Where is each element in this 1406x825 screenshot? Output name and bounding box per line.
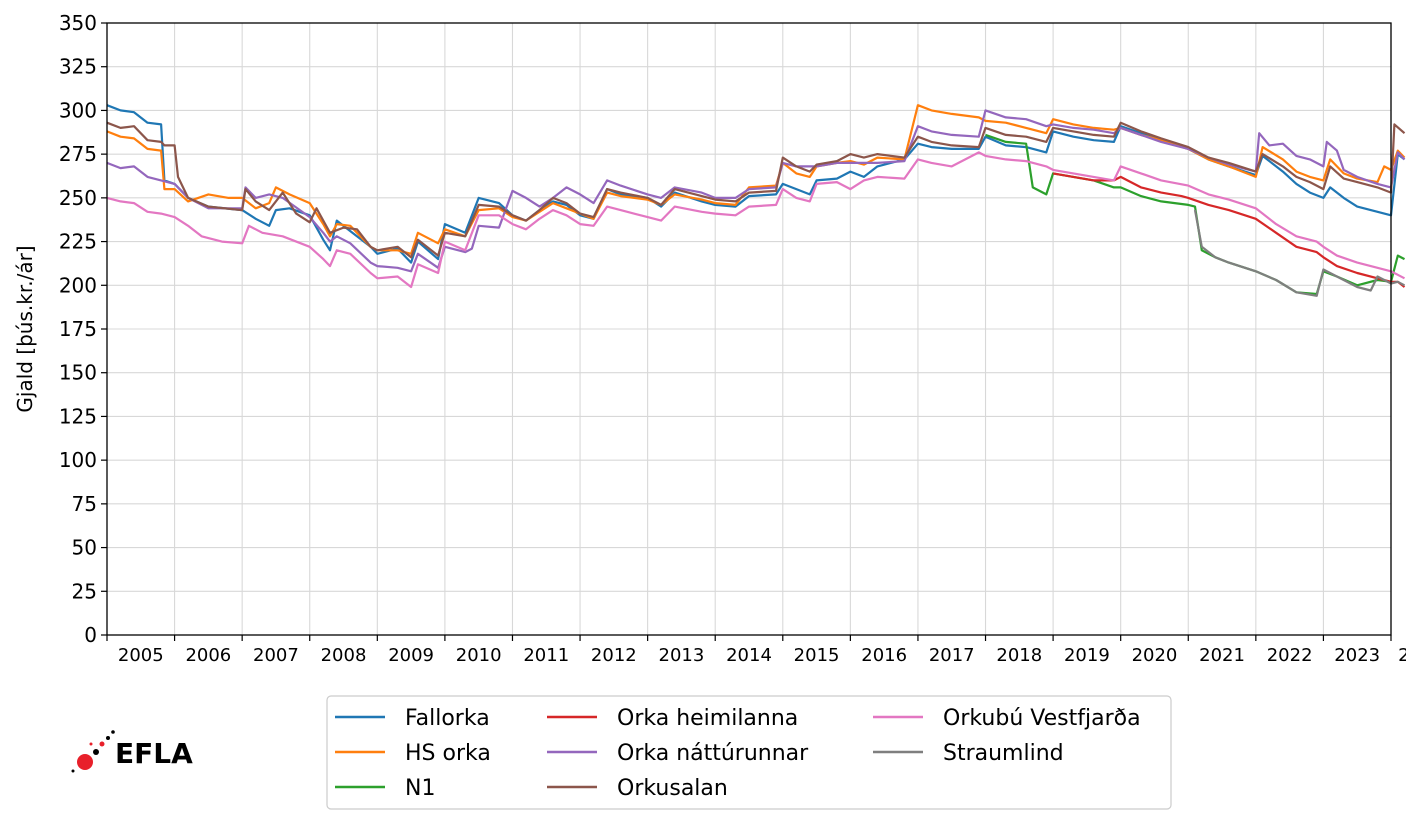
y-tick-label: 75 bbox=[72, 492, 97, 516]
x-tick-label: 2008 bbox=[321, 645, 367, 666]
y-tick-label: 175 bbox=[59, 317, 97, 341]
y-tick-label: 200 bbox=[59, 273, 97, 297]
y-tick-label: 275 bbox=[59, 142, 97, 166]
y-tick-label: 350 bbox=[59, 11, 97, 35]
logo-dot bbox=[89, 742, 93, 746]
legend-entry: HS orka bbox=[335, 741, 491, 766]
x-tick-label: 2005 bbox=[118, 645, 164, 666]
x-tick-label: 2019 bbox=[1064, 645, 1110, 666]
grid bbox=[107, 22, 1392, 636]
y-tick-label: 50 bbox=[72, 536, 97, 560]
y-tick-label: 125 bbox=[59, 404, 97, 428]
legend: Fallorka HS orka N1 Orka heimilanna Orka nát… bbox=[326, 695, 1172, 810]
y-axis-title: Gjald [þús.kr./ár] bbox=[13, 245, 37, 412]
x-tick-label: 2014 bbox=[726, 645, 772, 666]
x-tick-label: 2018 bbox=[996, 645, 1042, 666]
legend-entry: Straumlind bbox=[873, 741, 1064, 766]
legend-label: Orkubú Vestfjarða bbox=[943, 706, 1141, 731]
efla-logo: EFLA bbox=[71, 730, 193, 773]
x-tick-label: 2006 bbox=[185, 645, 231, 666]
legend-box bbox=[326, 695, 1172, 810]
y-tick-label: 250 bbox=[59, 186, 97, 210]
series-line-orka-náttúrunnar bbox=[106, 109, 1406, 273]
logo-dot bbox=[106, 736, 110, 740]
series-layer bbox=[106, 104, 1406, 297]
logo-text: EFLA bbox=[115, 737, 193, 770]
logo-dot bbox=[99, 741, 105, 747]
y-tick-label: 225 bbox=[59, 230, 97, 254]
y-tick-label: 25 bbox=[72, 579, 97, 603]
x-tick-label: 2020 bbox=[1132, 645, 1178, 666]
legend-entry: Orka heimilanna bbox=[547, 706, 798, 731]
x-tick-label: 2016 bbox=[861, 645, 907, 666]
y-tick-label: 0 bbox=[84, 623, 97, 647]
x-tick-label: 2024 bbox=[1398, 645, 1406, 666]
x-tick-label: 2022 bbox=[1267, 645, 1313, 666]
y-tick-label: 300 bbox=[59, 98, 97, 122]
series-line-orkubú-vestfjarða bbox=[106, 151, 1406, 289]
y-tick-label: 100 bbox=[59, 448, 97, 472]
x-tick-label: 2021 bbox=[1199, 645, 1245, 666]
series-line-orka-heimilanna bbox=[1052, 172, 1406, 288]
y-tick-label: 325 bbox=[59, 55, 97, 79]
logo-dot bbox=[93, 749, 99, 755]
legend-label: Orkusalan bbox=[617, 776, 728, 801]
legend-entry: Fallorka bbox=[335, 706, 490, 731]
legend-label: Orka heimilanna bbox=[617, 706, 798, 731]
legend-label: HS orka bbox=[405, 741, 491, 766]
x-tick-label: 2012 bbox=[591, 645, 637, 666]
x-tick-label: 2011 bbox=[523, 645, 569, 666]
y-tick-label: 150 bbox=[59, 361, 97, 385]
legend-entry: Orkubú Vestfjarða bbox=[873, 706, 1141, 731]
logo-dot-large bbox=[77, 754, 93, 770]
legend-entry: N1 bbox=[335, 776, 435, 801]
x-tick-label: 2013 bbox=[659, 645, 705, 666]
legend-entry: Orka náttúrunnar bbox=[547, 741, 809, 766]
legend-label: Orka náttúrunnar bbox=[617, 741, 809, 766]
series-line-straumlind bbox=[1193, 209, 1406, 297]
y-axis: 0 25 50 75 100 125 150 175 200 225 250 275 300 325 350 bbox=[59, 11, 107, 647]
series-line-fallorka bbox=[106, 104, 1406, 264]
x-tick-label: 2007 bbox=[253, 645, 299, 666]
legend-label: N1 bbox=[405, 776, 435, 801]
legend-entry: Orkusalan bbox=[547, 776, 728, 801]
x-tick-label: 2023 bbox=[1334, 645, 1380, 666]
x-tick-label: 2017 bbox=[929, 645, 975, 666]
logo-dot bbox=[71, 769, 75, 773]
logo-dot bbox=[111, 730, 115, 734]
x-tick-label: 2010 bbox=[456, 645, 502, 666]
series-line-orkusalan bbox=[106, 121, 1406, 259]
series-line-hs-orka bbox=[106, 104, 1406, 255]
legend-label: Straumlind bbox=[943, 741, 1064, 766]
legend-label: Fallorka bbox=[405, 706, 490, 731]
x-tick-label: 2009 bbox=[388, 645, 434, 666]
x-tick-label: 2015 bbox=[794, 645, 840, 666]
x-axis: 2005 2006 2007 2008 2009 2010 2011 2012 2013 2014… bbox=[106, 635, 1406, 666]
